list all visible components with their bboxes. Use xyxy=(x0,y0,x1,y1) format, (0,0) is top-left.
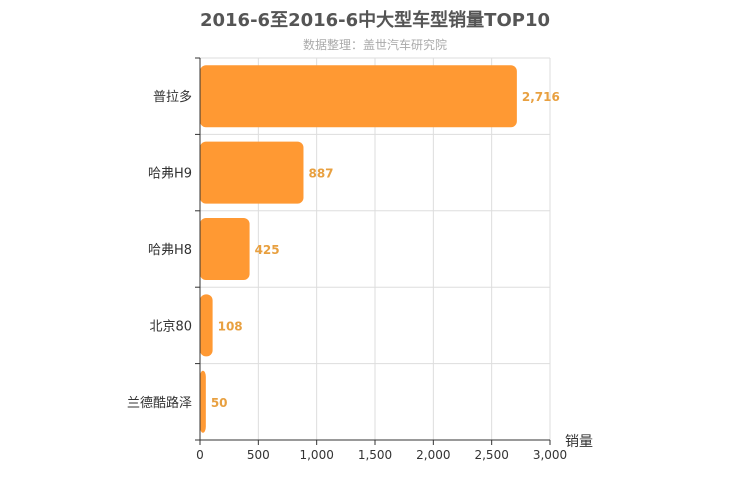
bars: 2,716 887 425 108 50 xyxy=(200,65,560,433)
data-label: 50 xyxy=(211,396,228,410)
bar xyxy=(200,370,206,433)
bar xyxy=(200,65,517,128)
x-tick-label: 1,500 xyxy=(358,448,392,462)
x-tick-label: 3,000 xyxy=(533,448,567,462)
data-label: 108 xyxy=(218,319,243,333)
bar xyxy=(200,141,304,204)
x-tick-label: 2,000 xyxy=(416,448,450,462)
x-tick-label: 500 xyxy=(247,448,270,462)
x-tick-label: 1,000 xyxy=(299,448,333,462)
x-tick-label: 0 xyxy=(196,448,204,462)
chart-title: 2016-6至2016-6中大型车型销量TOP10 xyxy=(199,10,550,31)
x-axis-title: 销量 xyxy=(565,434,593,450)
y-tick-label: 哈弗H9 xyxy=(148,167,192,182)
data-label: 425 xyxy=(255,243,280,257)
chart-subtitle: 数据整理：盖世汽车研究院 xyxy=(302,38,447,52)
bar xyxy=(200,294,213,357)
y-tick-label: 兰德酷路泽 xyxy=(127,395,192,411)
x-tick-label: 2,500 xyxy=(474,448,508,462)
y-tick-label: 哈弗H8 xyxy=(148,243,192,258)
y-tick-label: 普拉多 xyxy=(153,89,192,105)
y-tick-label: 北京80 xyxy=(149,319,192,334)
bar xyxy=(200,218,250,280)
data-label: 887 xyxy=(308,167,333,181)
data-label: 2,716 xyxy=(522,90,560,104)
